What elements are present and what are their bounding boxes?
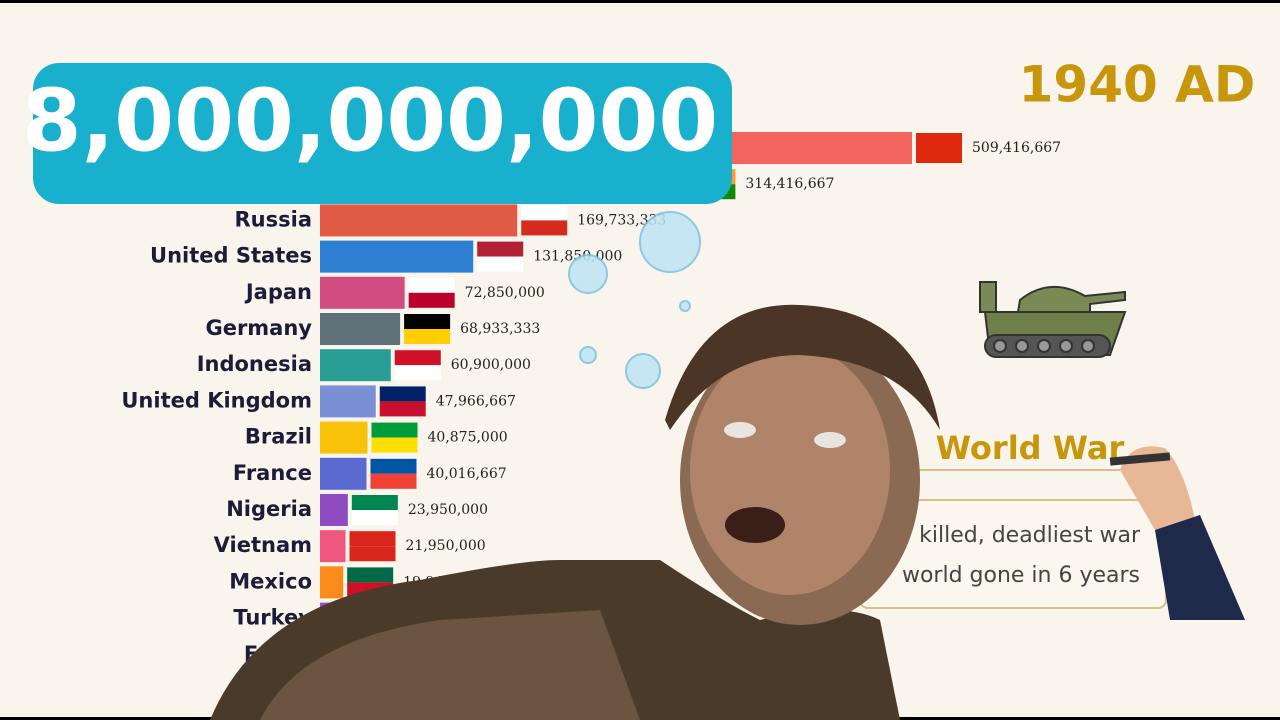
flag — [404, 329, 451, 344]
flag — [351, 495, 398, 510]
bar — [320, 530, 346, 563]
bar — [320, 494, 348, 526]
flag — [408, 277, 455, 293]
value-label: 68,933,333 — [460, 321, 540, 337]
frame — [0, 0, 1280, 3]
flag — [349, 546, 396, 562]
bar — [320, 566, 344, 599]
tank-icon — [979, 281, 1127, 358]
card-line: killed, deadliest war — [919, 523, 1141, 548]
flag — [477, 241, 524, 257]
flag — [379, 386, 426, 402]
bar — [320, 385, 376, 418]
flag — [404, 314, 451, 329]
flag — [394, 365, 441, 381]
headline-number: 8,000,000,000 — [22, 71, 718, 171]
flag — [371, 437, 418, 453]
category-label: Indonesia — [197, 352, 312, 376]
flag — [371, 422, 418, 438]
year-title: 1940 AD — [1019, 56, 1256, 114]
category-label: United States — [150, 244, 312, 268]
value-label: 314,416,667 — [745, 176, 834, 192]
value-label: 40,875,000 — [428, 430, 508, 446]
category-label: Vietnam — [214, 533, 312, 557]
flag — [351, 510, 398, 525]
flag — [408, 292, 455, 308]
bar — [320, 240, 474, 273]
bar — [320, 204, 518, 237]
flag — [477, 256, 524, 272]
flag — [370, 473, 417, 489]
card-line: world gone in 6 years — [902, 563, 1140, 588]
bar — [320, 349, 391, 382]
flag — [916, 133, 962, 148]
bar — [320, 313, 401, 345]
flag — [349, 531, 396, 547]
flag — [916, 148, 962, 163]
flag — [347, 567, 394, 583]
value-label: 72,850,000 — [465, 285, 545, 301]
flag — [370, 458, 417, 474]
value-label: 169,733,333 — [577, 212, 666, 228]
category-label: Germany — [205, 316, 312, 340]
bar — [320, 457, 367, 490]
category-label: Nigeria — [226, 497, 312, 521]
flag — [521, 205, 568, 221]
category-label: United Kingdom — [121, 388, 312, 412]
category-label: Japan — [244, 280, 312, 304]
person-photo — [210, 304, 940, 720]
bar — [320, 421, 368, 454]
value-label: 47,966,667 — [436, 393, 516, 409]
flag — [394, 350, 441, 366]
headline-box — [33, 63, 732, 204]
bubbles — [568, 211, 701, 389]
value-label: 60,900,000 — [451, 357, 531, 373]
value-label: 509,416,667 — [972, 140, 1061, 156]
category-label: Russia — [235, 207, 313, 231]
flag — [379, 401, 426, 417]
value-label: 21,950,000 — [406, 538, 486, 554]
flag — [521, 220, 568, 236]
category-label: Mexico — [229, 569, 312, 593]
value-label: 23,950,000 — [408, 502, 488, 518]
card-heading: World War — [936, 429, 1125, 467]
category-label: Brazil — [245, 425, 312, 449]
drawing-hand — [1109, 446, 1245, 620]
category-label: France — [233, 461, 312, 485]
bar — [320, 276, 405, 309]
value-label: 40,016,667 — [427, 466, 507, 482]
